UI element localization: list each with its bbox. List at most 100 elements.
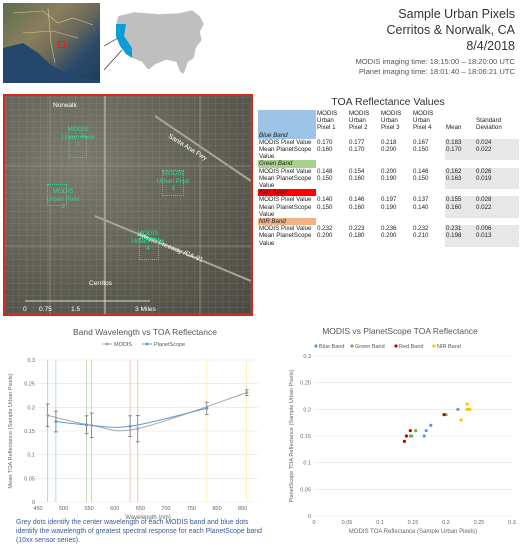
table-cell: 0.150 [413,174,429,182]
scatter-point-blue-band [422,434,426,438]
table-cell: 0.170 [445,146,475,161]
table-row: Mean PlanetScope Value 0.200 0.180 0.200 0.2… [258,232,519,247]
y-tick-label: 0.25 [24,382,35,388]
table-cell: 0.218 [381,138,397,146]
y-tick-label: 0.05 [24,476,35,482]
modis-pixel-box-2 [47,184,67,206]
x-tick-label: 0.3 [508,520,516,526]
modis-imaging-time: MODIS imaging time: 18:15:00 – 18:20:00 … [355,57,515,66]
y-tick-label: 0.15 [300,434,311,440]
x-tick-label: 600 [110,506,119,512]
table-cell: 0.210 [413,232,429,240]
y-tick-label: 0.2 [27,405,35,411]
empty-cell [445,132,475,139]
scatter-point-red-band [442,413,446,417]
band-name: NIR Band [258,218,316,226]
table-cell: 0.200 [381,232,397,240]
table-row: Mean PlanetScope Value 0.150 0.160 0.190 0.1… [258,203,519,219]
scatter-point-nir-band [465,407,469,411]
table-cell: 0.231 [445,225,475,233]
table-cell: 0.170 [349,146,365,154]
data-point-planetscope [128,424,132,428]
scatter-point-nir-band [468,407,472,411]
modis-pixel-box-4 [139,238,159,260]
modis-planet-scatter-chart: 0 0.05 0.1 0.15 0.2 0.25 0.3 0 0.05 0.1 0.15 0.2 0.2… [289,344,516,535]
x-tick-label: 650 [136,506,145,512]
table-cell: 0.022 [475,203,519,219]
y-tick-label: 0.05 [300,487,311,493]
legend-label: PlanetScope [154,342,185,348]
x-tick-label: 0.25 [474,520,485,526]
empty-cell [348,160,380,167]
table-row: MODIS Pixel Value 0.140 0.146 0.197 0.137 0.1… [258,196,519,204]
scatter-point-nir-band [465,402,469,406]
x-axis-title: MODIS TOA Reflectance (Sample Urban Pixe… [349,529,477,535]
empty-cell [475,218,519,225]
header-swatch-blue [258,110,316,132]
study-area-marker [58,41,65,48]
modis-pixel-label-3: MODIS Urban Pixel 3 [156,170,190,192]
table-cell: 0.232 [317,225,333,233]
column-header: MODIS Urban Pixel 2 [349,110,370,132]
column-header: Standard Deviation [476,117,502,132]
x-tick-label: 0 [312,520,315,526]
empty-cell [445,218,475,225]
table-row: Mean PlanetScope Value 0.160 0.170 0.200 0.1… [258,146,519,161]
table-cell: 0.022 [475,146,519,161]
legend-label: NIR Band [437,344,461,350]
table-cell: 0.155 [445,196,475,204]
scale-3-miles: 3 Miles [135,306,156,313]
y-tick-label: 0.25 [300,381,311,387]
data-point-modis [136,427,140,431]
x-tick-label: 850 [238,506,247,512]
empty-cell [316,160,348,167]
place-cerritos: Cerritos [89,280,113,287]
table-header-row: MODIS Urban Pixel 1 MODIS Urban Pixel 2 MO… [258,110,519,132]
table-cell: 0.177 [349,138,365,146]
table-cell: 0.197 [381,196,397,204]
table-cell: 0.146 [413,167,429,175]
table-cell: 0.180 [349,232,365,240]
scale-075: 0.75 [39,306,52,313]
row-label: Mean PlanetScope Value [259,174,312,190]
legend-marker [350,344,354,348]
table-cell: 0.154 [349,167,365,175]
table-cell: 0.198 [445,232,475,247]
table-cell: 0.163 [445,174,475,190]
x-tick-label: 0.05 [342,520,353,526]
series-line-modis [47,392,247,432]
data-point-planetscope [205,406,209,410]
usa-locator-map [103,2,214,84]
empty-cell [412,218,445,225]
wavelength-line-chart: 0 0.05 0.1 0.15 0.2 0.25 0.3 450 500 550 600 650 700… [8,342,258,521]
x-tick-label: 450 [33,506,42,512]
legend-label: Blue Band [319,344,344,350]
data-point-modis [245,391,249,395]
y-tick-label: 0.15 [24,429,35,435]
table-cell: 0.200 [381,167,397,175]
legend-marker [432,344,436,348]
row-label: MODIS Pixel Value [259,225,312,233]
table-cell: 0.170 [317,138,333,146]
band-name: Green Band [258,160,316,168]
empty-cell [380,189,412,196]
table-row: MODIS Pixel Value 0.170 0.177 0.218 0.167 0.1… [258,138,519,147]
table-cell: 0.140 [413,203,429,211]
table-title: TOA Reflectance Values [331,96,445,108]
date-title: 8/4/2018 [466,39,515,53]
title-block: Sample Urban Pixels Cerritos & Norwalk, … [225,6,515,77]
modis-pixel-label-1: MODIS Urban Pixel 1 [61,126,95,148]
row-label: Mean PlanetScope Value [259,203,312,218]
table-cell: 0.200 [381,146,397,154]
modis-pixel-label-4: MODIS Urban Pixel 4 [131,230,165,252]
band-row: Red Band [258,189,519,197]
x-tick-label: 0.15 [408,520,419,526]
empty-cell [475,160,519,167]
legend-marker [314,344,318,348]
scatter-point-blue-band [456,407,460,411]
table-cell: 0.148 [317,167,333,175]
table-cell: 0.013 [475,232,519,247]
x-tick-label: 0.1 [376,520,384,526]
empty-cell [316,132,348,139]
scatter-point-nir-band [459,418,463,422]
